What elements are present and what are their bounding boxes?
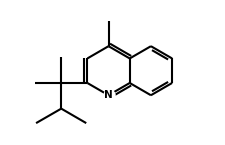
Text: N: N: [104, 90, 112, 100]
